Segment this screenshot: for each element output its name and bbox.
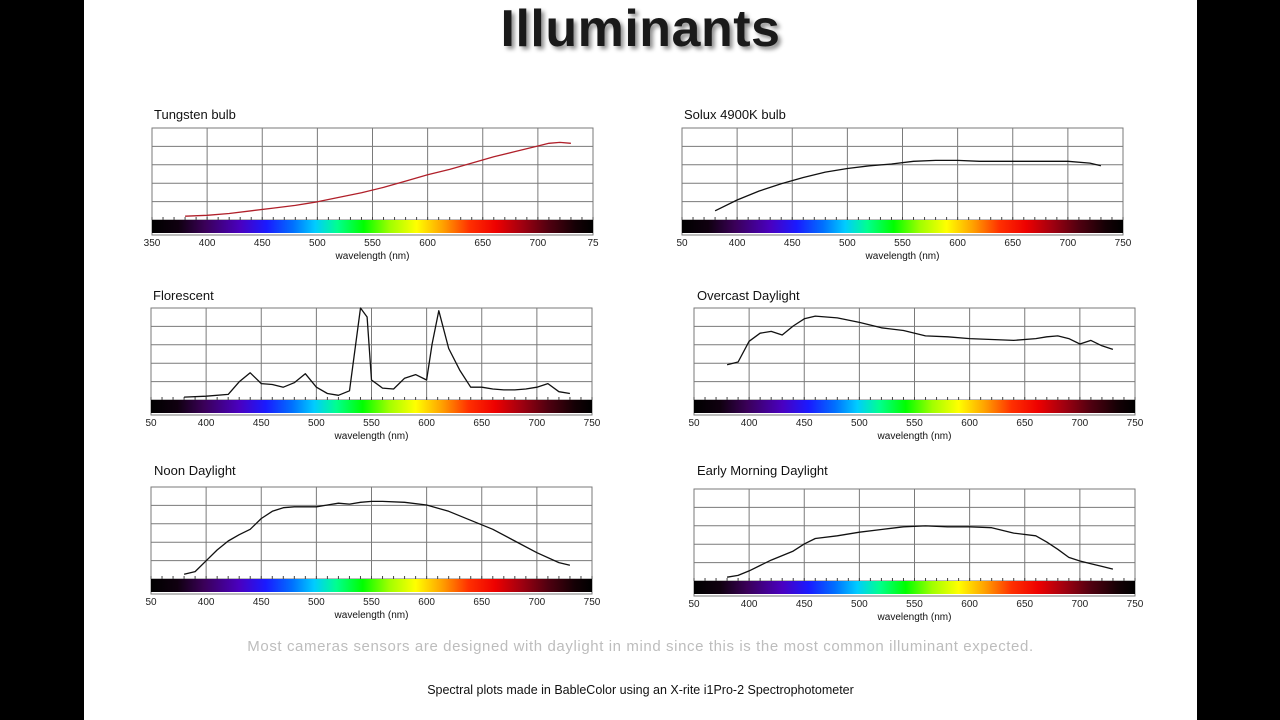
tungsten-tick-label: 600: [419, 238, 436, 249]
florescent-tick-label: 750: [584, 418, 601, 429]
overcast-tick-label: 400: [741, 418, 758, 429]
overcast-tick-label: 750: [1127, 418, 1144, 429]
overcast-tick-label: 50: [688, 418, 700, 429]
florescent-plot-frame: [150, 307, 593, 416]
overcast-plot-frame: [693, 307, 1136, 416]
early-morning-tick-label: 400: [741, 599, 758, 610]
noon-tick-label: 450: [253, 597, 270, 608]
chart-solux-4900k-bulb: 50 400 450 500 550 600 650 700 750 wavelength (nm…: [676, 127, 1132, 262]
early-morning-spectrum-bar: [694, 581, 1135, 594]
overcast-spectrum-line: [726, 315, 1114, 366]
noon-tick-label: 700: [529, 597, 546, 608]
solux-x-axis-label: wavelength (nm): [865, 251, 940, 262]
solux-spectrum-bar: [682, 220, 1123, 233]
chart-tungsten-bulb: 350 400 450 500 550 600 650 700 75 wavelength (nm…: [144, 127, 599, 262]
noon-tick-label: 400: [198, 597, 215, 608]
noon-tick-label: 50: [145, 597, 157, 608]
chart-title-overcast: Overcast Daylight: [697, 288, 800, 303]
chart-title-solux: Solux 4900K bulb: [684, 107, 786, 122]
florescent-tick-label: 400: [198, 418, 215, 429]
overcast-tick-label: 650: [1016, 418, 1033, 429]
noon-tick-label: 600: [418, 597, 435, 608]
early-morning-tick-label: 550: [906, 599, 923, 610]
tungsten-plot-frame: [151, 127, 594, 236]
florescent-tick-label: 650: [473, 418, 490, 429]
early-morning-tick-label: 700: [1072, 599, 1089, 610]
solux-tick-label: 500: [839, 238, 856, 249]
solux-tick-label: 650: [1004, 238, 1021, 249]
noon-plot-frame: [150, 486, 593, 595]
florescent-tick-label: 500: [308, 418, 325, 429]
chart-early-morning-daylight: 50 400 450 500 550 600 650 700 750 wavelength (nm…: [688, 488, 1144, 623]
overcast-tick-label: 500: [851, 418, 868, 429]
solux-tick-label: 50: [676, 238, 688, 249]
noon-tick-label: 750: [584, 597, 601, 608]
early-morning-tick-label: 600: [961, 599, 978, 610]
solux-tick-label: 400: [729, 238, 746, 249]
tungsten-x-axis-label: wavelength (nm): [335, 251, 410, 262]
noon-tick-label: 650: [473, 597, 490, 608]
tungsten-spectrum-line: [185, 141, 571, 217]
solux-tick-label: 750: [1115, 238, 1132, 249]
overcast-tick-label: 550: [906, 418, 923, 429]
early-morning-tick-label: 50: [688, 599, 700, 610]
solux-tick-label: 450: [784, 238, 801, 249]
florescent-x-axis-label: wavelength (nm): [334, 431, 409, 442]
solux-plot-frame: [681, 127, 1124, 236]
early-morning-tick-label: 500: [851, 599, 868, 610]
florescent-tick-label: 50: [145, 418, 157, 429]
tungsten-tick-label: 75: [587, 238, 599, 249]
tungsten-tick-label: 700: [530, 238, 547, 249]
overcast-spectrum-bar: [694, 400, 1135, 413]
chart-title-tungsten: Tungsten bulb: [154, 107, 236, 122]
early-morning-tick-label: 750: [1127, 599, 1144, 610]
tungsten-tick-label: 400: [199, 238, 216, 249]
florescent-tick-label: 450: [253, 418, 270, 429]
florescent-spectrum-bar: [151, 400, 592, 413]
overcast-tick-label: 450: [796, 418, 813, 429]
noon-tick-label: 500: [308, 597, 325, 608]
chart-florescent: 50 400 450 500 550 600 650 700 750 wavelength (nm…: [145, 307, 601, 442]
chart-title-florescent: Florescent: [153, 288, 214, 303]
tungsten-spectrum-bar: [152, 220, 593, 233]
chart-title-noon: Noon Daylight: [154, 463, 236, 478]
noon-tick-label: 550: [363, 597, 380, 608]
chart-noon-daylight: 50 400 450 500 550 600 650 700 750 wavelength (nm…: [145, 486, 601, 621]
noon-spectrum-line: [183, 500, 571, 575]
noon-x-axis-label: wavelength (nm): [334, 610, 409, 621]
solux-tick-label: 550: [894, 238, 911, 249]
slide: Illuminants Tungsten bulb 350 400 450 500 55…: [84, 0, 1197, 720]
chart-title-early-morning: Early Morning Daylight: [697, 463, 828, 478]
florescent-spectrum-line: [184, 307, 571, 398]
early-morning-tick-label: 650: [1016, 599, 1033, 610]
early-morning-plot-frame: [693, 488, 1136, 597]
noon-spectrum-bar: [151, 579, 592, 592]
florescent-tick-label: 700: [529, 418, 546, 429]
credit-text: Spectral plots made in BableColor using …: [427, 683, 854, 697]
caption-text: Most cameras sensors are designed with d…: [247, 638, 1034, 655]
florescent-tick-label: 600: [418, 418, 435, 429]
overcast-x-axis-label: wavelength (nm): [877, 431, 952, 442]
chart-overcast-daylight: 50 400 450 500 550 600 650 700 750 wavelength (nm…: [688, 307, 1144, 442]
tungsten-tick-label: 550: [364, 238, 381, 249]
overcast-tick-label: 600: [961, 418, 978, 429]
slide-title: Illuminants: [500, 0, 781, 58]
overcast-tick-label: 700: [1072, 418, 1089, 429]
solux-spectrum-line: [714, 159, 1102, 212]
tungsten-tick-label: 650: [474, 238, 491, 249]
tungsten-tick-label: 350: [144, 238, 161, 249]
solux-tick-label: 600: [949, 238, 966, 249]
early-morning-tick-label: 450: [796, 599, 813, 610]
early-morning-spectrum-line: [726, 525, 1114, 578]
florescent-tick-label: 550: [363, 418, 380, 429]
tungsten-tick-label: 450: [254, 238, 271, 249]
tungsten-tick-label: 500: [309, 238, 326, 249]
solux-tick-label: 700: [1060, 238, 1077, 249]
early-morning-x-axis-label: wavelength (nm): [877, 612, 952, 623]
